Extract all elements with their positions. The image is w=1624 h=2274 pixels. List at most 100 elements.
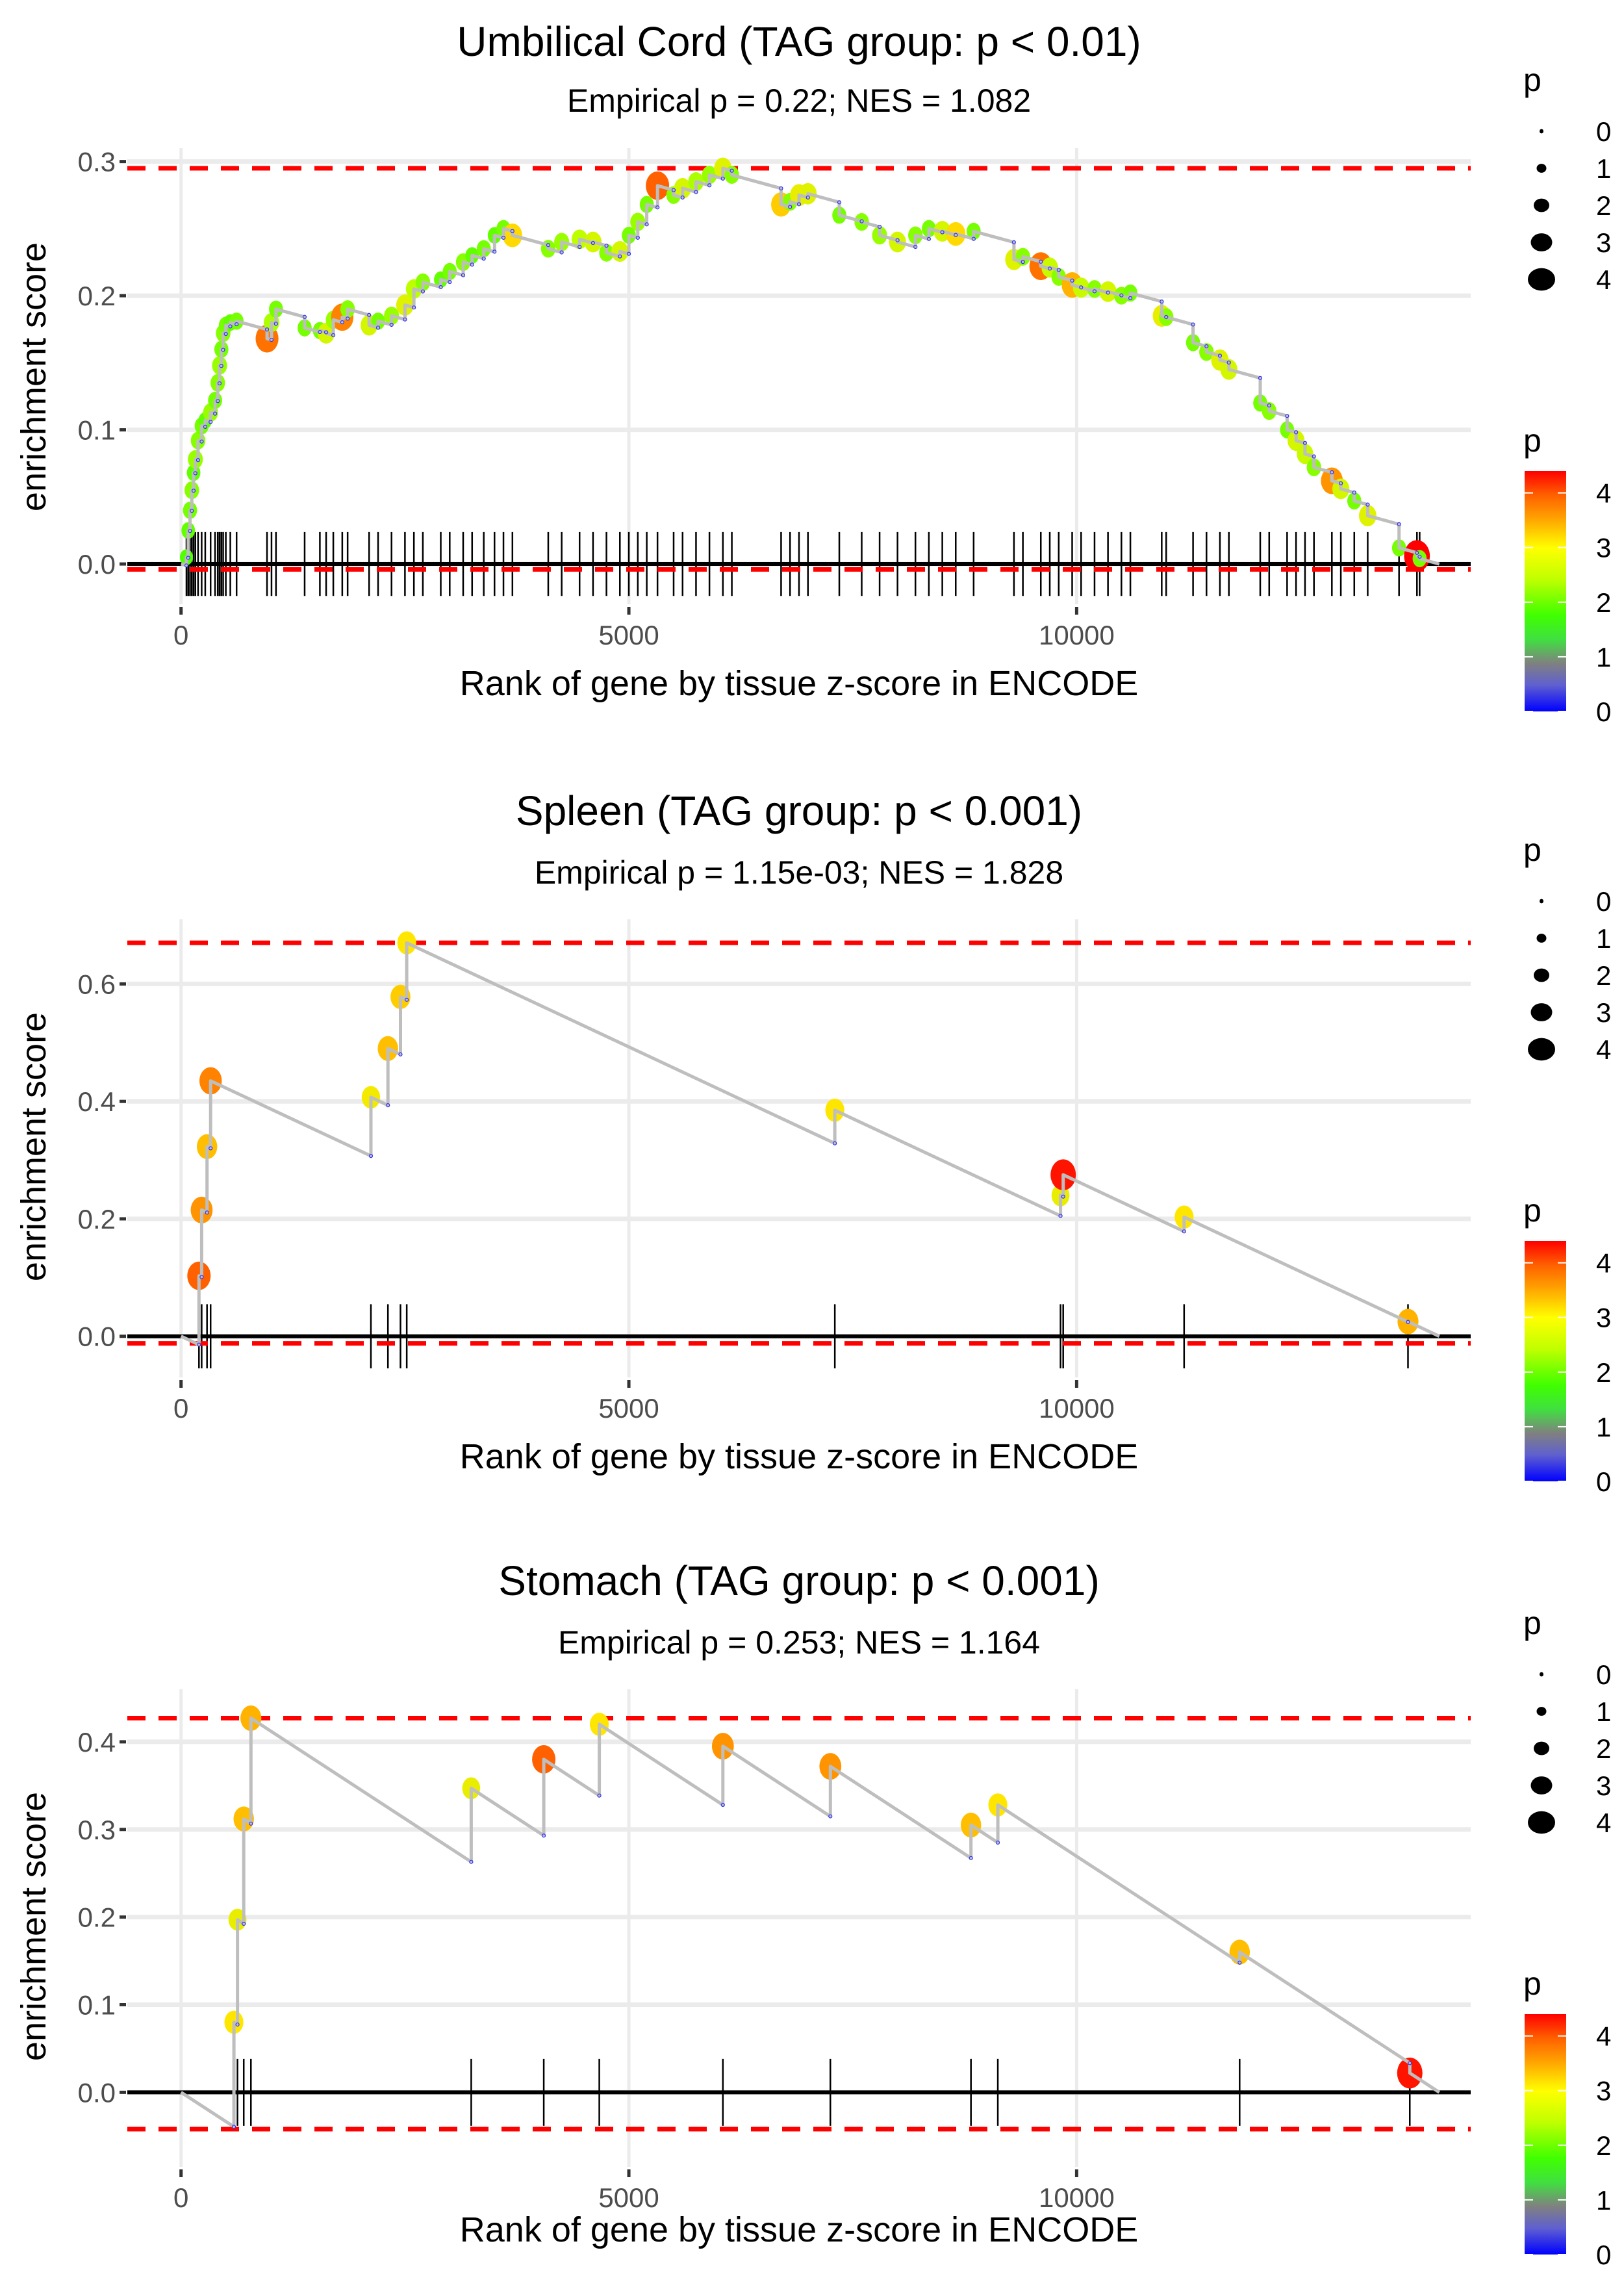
size-legend-label: 2: [1596, 190, 1611, 221]
trough-marker: [403, 317, 407, 322]
trough-marker: [217, 381, 222, 386]
trough-marker: [720, 176, 725, 181]
trough-marker: [228, 324, 233, 329]
size-legend-label: 0: [1596, 1659, 1611, 1690]
x-tick-label: 0: [173, 1393, 188, 1424]
y-axis-title: enrichment score: [14, 1012, 53, 1281]
trough-marker: [1338, 481, 1343, 485]
y-tick-label: 0.2: [78, 1902, 116, 1933]
trough-marker: [1047, 266, 1052, 271]
trough-marker: [995, 1840, 1000, 1845]
trough-marker: [481, 256, 486, 261]
colorbar: [1525, 2014, 1566, 2255]
trough-marker: [644, 222, 649, 227]
trough-marker: [199, 439, 204, 444]
trough-marker: [461, 273, 466, 277]
colorbar-label: 2: [1596, 1357, 1611, 1388]
x-tick-label: 0: [173, 620, 188, 650]
trough-marker: [209, 1146, 213, 1151]
trough-marker: [1352, 490, 1356, 495]
x-tick-label: 5000: [598, 1393, 659, 1424]
trough-marker: [788, 205, 793, 209]
trough-marker: [367, 313, 372, 317]
trough-marker: [346, 316, 350, 321]
trough-marker: [1415, 550, 1419, 555]
size-legend-dot: [1528, 1811, 1555, 1834]
y-tick-label: 0.1: [78, 1990, 116, 2021]
trough-marker: [720, 1802, 725, 1808]
trough-marker: [213, 411, 218, 416]
trough-marker: [469, 1859, 474, 1864]
trough-marker: [877, 224, 882, 229]
colorbar-label: 0: [1596, 1466, 1611, 1497]
panel-subtitle: Empirical p = 0.253; NES = 1.164: [558, 1624, 1040, 1661]
size-legend-dot: [1540, 1672, 1543, 1677]
trough-marker: [635, 235, 640, 240]
trough-marker: [448, 279, 452, 285]
y-tick-label: 0.3: [78, 147, 116, 177]
trough-marker: [1079, 285, 1084, 290]
trough-marker: [1397, 522, 1401, 526]
trough-marker: [546, 243, 551, 248]
y-tick-label: 0.6: [78, 969, 116, 999]
trough-marker: [1070, 278, 1074, 283]
trough-marker: [1294, 430, 1299, 435]
trough-marker: [1417, 554, 1422, 559]
trough-marker: [1330, 470, 1334, 475]
trough-marker: [833, 1141, 837, 1145]
trough-marker: [577, 244, 582, 249]
trough-marker: [231, 2125, 236, 2129]
panel-umbilical-cord: Umbilical Cord (TAG group: p < 0.01) Emp…: [14, 18, 1611, 727]
x-tick-label: 10000: [1039, 1393, 1115, 1424]
size-legend-label: 0: [1596, 116, 1611, 147]
size-legend-title: p: [1523, 832, 1542, 868]
trough-marker: [618, 254, 622, 259]
size-legend-label: 0: [1596, 886, 1611, 917]
trough-marker: [926, 236, 932, 241]
trough-marker: [940, 230, 945, 235]
trough-marker: [188, 529, 192, 533]
y-tick-label: 0.0: [78, 1322, 116, 1352]
trough-marker: [1365, 502, 1370, 507]
trough-marker: [1406, 1320, 1410, 1324]
trough-marker: [412, 305, 416, 310]
colorbar-label: 0: [1596, 2240, 1611, 2270]
x-axis-title: Rank of gene by tissue z-score in ENCODE: [460, 2210, 1138, 2249]
size-legend-dot: [1540, 899, 1543, 904]
trough-marker: [730, 168, 734, 173]
trough-marker: [273, 322, 278, 326]
trough-marker: [223, 331, 228, 337]
size-legend-dot: [1528, 268, 1555, 291]
trough-marker: [626, 251, 631, 256]
size-legend-label: 1: [1596, 1696, 1611, 1727]
trough-marker: [604, 244, 609, 248]
trough-marker: [249, 1821, 253, 1826]
trough-marker: [375, 326, 381, 330]
colorbar-label: 4: [1596, 2021, 1611, 2052]
trough-marker: [806, 195, 810, 200]
trough-marker: [1285, 414, 1289, 418]
size-legend-dot: [1534, 968, 1549, 982]
trough-marker: [205, 1210, 209, 1215]
trough-marker: [216, 399, 220, 403]
size-legend-dot: [1536, 1707, 1547, 1716]
colorbar-label: 1: [1596, 642, 1611, 672]
trough-marker: [1061, 1194, 1065, 1199]
colorbar-label: 2: [1596, 587, 1611, 618]
x-tick-label: 5000: [598, 2182, 659, 2213]
panel-spleen: Spleen (TAG group: p < 0.001) Empirical …: [14, 787, 1611, 1497]
size-legend-title: p: [1523, 1605, 1542, 1641]
trough-marker: [913, 244, 918, 249]
trough-marker: [184, 563, 189, 568]
trough-marker: [1302, 441, 1308, 445]
trough-marker: [386, 1103, 390, 1108]
trough-marker: [1056, 268, 1061, 272]
size-legend-dot: [1536, 164, 1547, 173]
trough-marker: [420, 289, 425, 294]
y-axis-title: enrichment score: [14, 242, 53, 511]
y-tick-label: 0.3: [78, 1815, 116, 1845]
trough-marker: [590, 240, 596, 246]
panel-subtitle: Empirical p = 0.22; NES = 1.082: [567, 83, 1031, 119]
trough-marker: [680, 195, 685, 200]
colorbar-label: 4: [1596, 478, 1611, 509]
